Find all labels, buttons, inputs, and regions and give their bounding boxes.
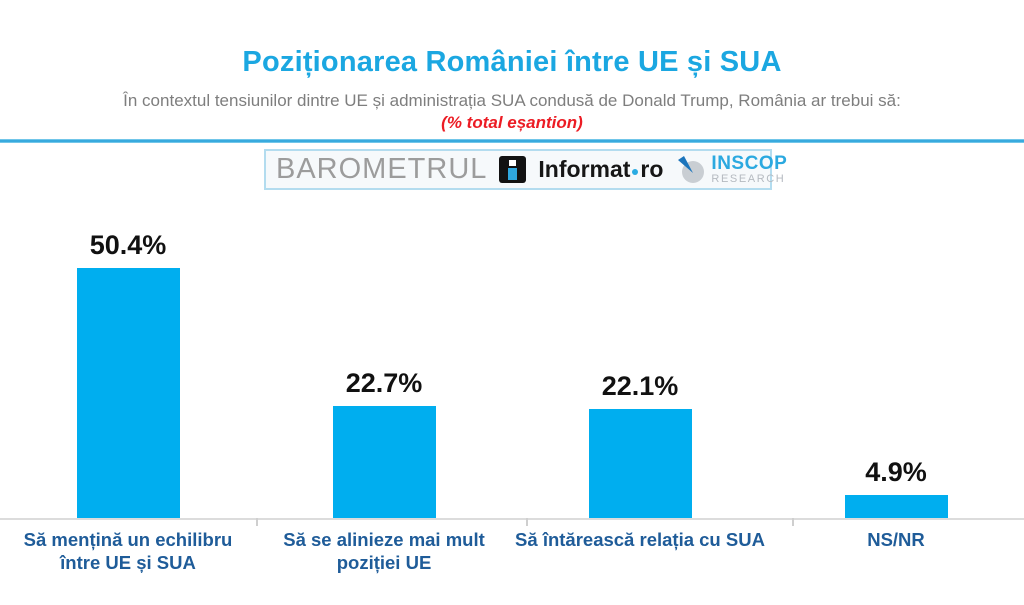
bar	[76, 268, 180, 519]
axis-tick	[792, 518, 794, 526]
category-label: Să întărească relația cu SUA	[515, 529, 765, 550]
bar-column: 4.9%	[768, 219, 1024, 519]
page-title: Poziționarea României între UE și SUA	[242, 46, 782, 78]
inscop-gauge-icon	[678, 155, 705, 183]
bar-column: 50.4%	[0, 219, 256, 519]
category-label: Să se alinieze mai mult poziției UE	[283, 529, 485, 573]
bar-value-label: 4.9%	[865, 457, 927, 487]
inscop-logo: INSCOP RESEARCH	[677, 154, 787, 185]
informat-ro-icon	[499, 156, 527, 183]
category-label: NS/NR	[867, 529, 925, 550]
divider-line	[0, 139, 1024, 143]
plot-columns: 50.4% 22.7% 22.1% 4.9%	[0, 219, 1024, 519]
category-label: Să mențină un echilibru între UE și SUA	[23, 529, 233, 573]
inscop-logo-text: INSCOP RESEARCH	[711, 153, 788, 185]
bar-value-label: 22.1%	[601, 371, 679, 401]
subtitle: În contextul tensiunilor dintre UE și ad…	[123, 91, 901, 110]
bar	[844, 495, 948, 519]
bar-column: 22.7%	[256, 219, 512, 519]
brand-banner: BAROMETRUL Informat ro INSCOP RESEARCH	[264, 149, 787, 190]
bar-value-label: 22.7%	[345, 368, 423, 398]
sample-note: (% total eșantion)	[441, 113, 583, 132]
informat-ro-logo-text: Informat ro	[538, 156, 664, 182]
bar-value-label: 50.4%	[89, 230, 167, 260]
category-labels: Să mențină un echilibru între UE și SUA S…	[0, 528, 1024, 574]
bar	[332, 406, 436, 519]
barometrul-logo-text: BAROMETRUL	[276, 153, 488, 185]
bar-column: 22.1%	[512, 219, 768, 519]
axis-tick	[526, 518, 528, 526]
axis-tick	[256, 518, 258, 526]
x-axis-line	[0, 518, 1024, 520]
bar	[588, 409, 692, 519]
informat-dot-icon	[632, 168, 639, 175]
